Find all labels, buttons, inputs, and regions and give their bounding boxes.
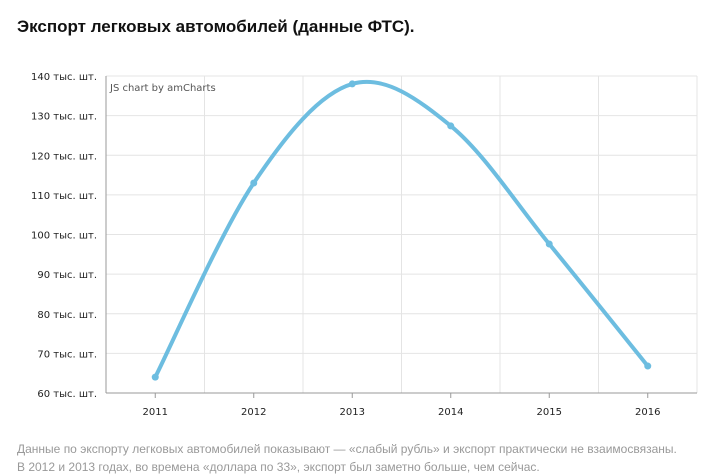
y-tick-label: 60 тыс. шт. — [37, 389, 97, 400]
data-point — [644, 362, 652, 370]
data-point — [348, 80, 356, 88]
x-tick-label: 2011 — [143, 407, 168, 418]
y-tick-label: 100 тыс. шт. — [31, 231, 97, 242]
y-tick-label: 90 тыс. шт. — [37, 270, 97, 281]
x-tick-label: 2016 — [635, 407, 660, 418]
data-point — [250, 179, 258, 187]
caption: Данные по экспорту легковых автомобилей … — [17, 440, 677, 476]
amcharts-credit: JS chart by amCharts — [109, 83, 216, 94]
y-tick-label: 70 тыс. шт. — [37, 349, 97, 360]
data-point — [151, 373, 159, 381]
series-line — [153, 79, 650, 380]
y-tick-label: 80 тыс. шт. — [37, 310, 97, 321]
x-tick-label: 2015 — [537, 407, 562, 418]
y-tick-label: 130 тыс. шт. — [31, 112, 97, 123]
x-tick-label: 2013 — [340, 407, 365, 418]
x-tick-label: 2014 — [438, 407, 463, 418]
caption-line: Данные по экспорту легковых автомобилей … — [17, 442, 677, 456]
x-tick-label: 2012 — [241, 407, 266, 418]
y-tick-label: 120 тыс. шт. — [31, 151, 97, 162]
line-chart: 60 тыс. шт. 70 тыс. шт. 80 тыс. шт. 90 тыс.… — [31, 72, 698, 418]
y-tick-label: 140 тыс. шт. — [31, 72, 97, 83]
data-point — [447, 122, 455, 130]
page-title: Экспорт легковых автомобилей (данные ФТС… — [17, 17, 415, 36]
y-tick-label: 110 тыс. шт. — [31, 191, 97, 202]
caption-line: В 2012 и 2013 годах, во времена «доллара… — [17, 460, 540, 474]
data-point — [545, 240, 553, 248]
